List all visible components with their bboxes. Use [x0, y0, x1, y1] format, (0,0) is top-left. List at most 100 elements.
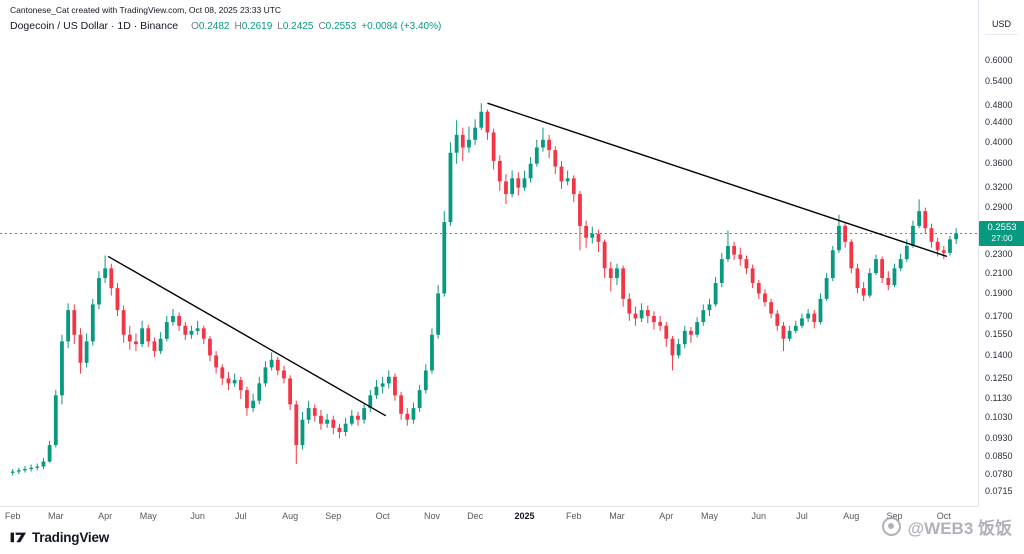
price-axis-divider — [985, 34, 1018, 35]
candle — [917, 199, 922, 229]
candle — [356, 411, 360, 426]
candle — [386, 370, 391, 389]
tradingview-branding[interactable]: TradingView — [10, 529, 109, 546]
candle — [183, 322, 188, 341]
candle — [226, 372, 231, 391]
close-value: 0.2553 — [325, 21, 357, 32]
time-axis-label: Apr — [98, 511, 113, 521]
candle — [380, 376, 385, 394]
candle — [664, 322, 669, 347]
candle — [349, 409, 354, 426]
candle — [103, 255, 108, 284]
candle — [621, 265, 626, 307]
candle — [411, 402, 416, 424]
candle — [152, 337, 157, 357]
price-axis-label: 0.0715 — [985, 486, 1013, 497]
candle — [516, 172, 521, 196]
time-axis-label: Jun — [751, 511, 767, 521]
candle — [10, 469, 15, 476]
candle — [689, 327, 693, 343]
price-axis[interactable]: USD 0.6000 0.5400 0.4800 0.4400 0.4000 0.3600… — [978, 0, 1024, 506]
candle — [874, 254, 878, 276]
candle — [824, 273, 829, 302]
price-axis-label: 0.1130 — [985, 393, 1012, 404]
price-axis-label: 0.1030 — [985, 412, 1013, 423]
high-value: 0.2619 — [241, 21, 273, 32]
candle — [331, 415, 336, 435]
candle — [109, 263, 114, 296]
candle — [127, 325, 132, 350]
candle — [627, 293, 632, 321]
candle — [886, 271, 891, 291]
trendline[interactable] — [107, 255, 387, 417]
candle — [269, 352, 274, 371]
trendline[interactable] — [487, 102, 948, 258]
candle — [713, 277, 718, 307]
candle — [97, 271, 101, 309]
candle — [800, 313, 804, 329]
time-axis-label: Jul — [796, 511, 808, 521]
price-axis-label: 0.2100 — [985, 267, 1013, 278]
candle — [769, 298, 774, 319]
candle — [325, 413, 330, 428]
candle — [164, 316, 169, 342]
candle — [473, 119, 478, 145]
candle — [695, 317, 700, 338]
candle — [775, 310, 780, 331]
candle — [732, 241, 737, 261]
candle — [954, 228, 959, 244]
time-axis-label: Jun — [190, 511, 205, 521]
candle — [793, 320, 798, 334]
candle — [294, 400, 299, 464]
low-value: 0.2425 — [282, 21, 314, 32]
candle — [491, 128, 496, 170]
candle — [288, 375, 293, 410]
time-axis-label: Aug — [843, 511, 860, 521]
time-axis-label: Feb — [566, 511, 582, 521]
candle — [812, 310, 817, 329]
candle — [436, 285, 441, 339]
candle — [257, 376, 262, 405]
watermark-icon — [881, 517, 901, 536]
open-value: 0.2482 — [198, 21, 230, 32]
chart-canvas[interactable] — [0, 0, 978, 506]
price-axis-label: 0.4800 — [985, 99, 1013, 110]
candle — [590, 226, 595, 244]
time-axis-label: Oct — [375, 511, 390, 521]
price-axis-label: 0.0850 — [985, 451, 1013, 462]
candle — [639, 303, 644, 323]
candle — [744, 255, 749, 275]
candle — [596, 229, 601, 253]
tradingview-wordmark: TradingView — [32, 530, 110, 545]
time-axis-label: Apr — [659, 511, 674, 521]
candle — [343, 417, 348, 437]
candle — [941, 246, 946, 260]
time-axis-label: Jul — [235, 511, 247, 521]
candle — [547, 134, 552, 159]
candle — [571, 175, 576, 203]
price-axis-label: 0.6000 — [985, 54, 1013, 65]
candle — [504, 174, 508, 205]
candle — [275, 356, 280, 376]
candle — [23, 465, 27, 473]
candle — [787, 325, 792, 342]
candle — [300, 411, 305, 450]
candle — [90, 298, 95, 346]
candle — [368, 390, 373, 412]
candle — [541, 127, 545, 152]
candle — [208, 336, 212, 362]
candle — [121, 305, 126, 343]
candle — [559, 160, 564, 189]
candle — [806, 308, 811, 323]
symbol-title[interactable]: Dogecoin / US Dollar · 1D · Binance — [10, 20, 179, 32]
candle — [534, 139, 539, 167]
candle — [16, 467, 21, 475]
candle — [818, 293, 823, 325]
time-axis-label: May — [139, 511, 157, 521]
time-axis[interactable]: Feb Mar Apr May Jun Jul Aug Sep Oct Nov Dec 2025 Feb… — [0, 506, 978, 527]
candle — [195, 320, 200, 335]
current-price-value: 0.2553 — [987, 222, 1017, 234]
candle — [553, 146, 558, 175]
candle — [78, 328, 83, 374]
candle — [867, 268, 872, 298]
